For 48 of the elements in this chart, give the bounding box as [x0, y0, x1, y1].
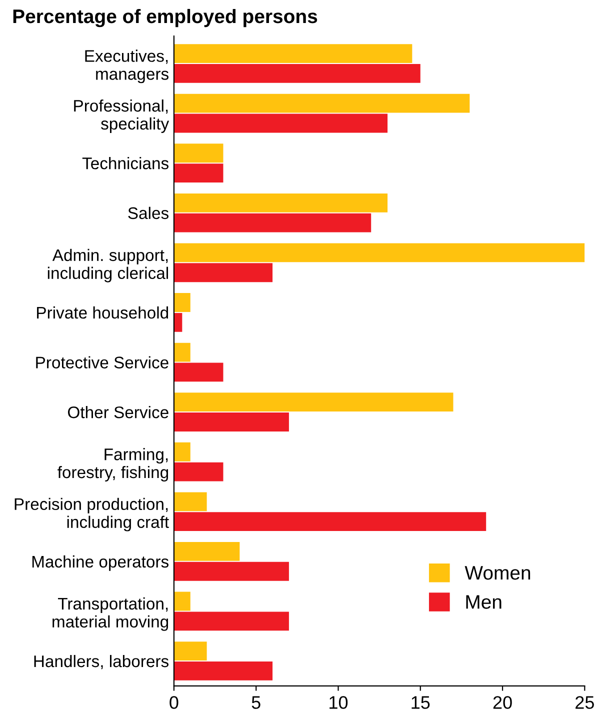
bar — [174, 342, 190, 362]
y-tick-label: Handlers, laborers — [34, 654, 168, 670]
y-tick-label: Private household — [37, 306, 168, 319]
y-tick-label: Admin. support, including clerical — [48, 248, 168, 282]
bar — [174, 243, 585, 262]
bar — [174, 412, 289, 432]
bar — [174, 442, 190, 462]
bar — [174, 462, 224, 482]
bar — [174, 662, 273, 680]
bar — [174, 263, 273, 282]
y-tick-label: Protective Service — [36, 356, 168, 368]
y-tick-label: Farming, forestry, fishing — [58, 448, 168, 482]
y-tick-label: Sales — [128, 206, 168, 220]
bar — [174, 293, 190, 312]
bar — [174, 592, 190, 611]
y-tick-label: Professional, speciality — [74, 99, 170, 133]
bar — [174, 542, 240, 561]
x-tick-label: 10 — [330, 696, 348, 709]
x-tick-label: 5 — [252, 696, 260, 709]
bar — [174, 94, 470, 113]
bar — [174, 44, 412, 63]
y-tick-label: Machine operators — [32, 555, 168, 571]
legend-label: Women — [464, 566, 530, 580]
bar — [174, 193, 388, 212]
bar — [174, 164, 224, 182]
bar — [174, 362, 224, 382]
bar — [174, 492, 207, 512]
y-tick-label: Transportation, material moving — [52, 597, 168, 631]
bar — [174, 312, 182, 332]
bar — [174, 512, 486, 532]
x-tick-label: 0 — [170, 696, 178, 709]
y-tick-label: Precision production, including craft — [14, 498, 169, 532]
bar — [174, 144, 224, 163]
bar — [174, 562, 289, 581]
bar — [174, 64, 420, 83]
bar — [174, 114, 388, 133]
y-tick-label: Technicians — [82, 157, 168, 170]
bar — [174, 612, 289, 631]
x-tick-label: 25 — [576, 696, 594, 709]
bar — [174, 213, 372, 232]
bar — [174, 642, 207, 661]
chart-title: Percentage of employed persons — [13, 8, 318, 28]
x-tick-label: 20 — [493, 696, 512, 709]
bar — [174, 392, 454, 412]
y-tick-label: Other Service — [68, 406, 168, 418]
y-tick-label: Executives, managers — [85, 50, 168, 84]
x-tick-label: 15 — [412, 696, 430, 709]
legend-label: Men — [466, 595, 502, 609]
